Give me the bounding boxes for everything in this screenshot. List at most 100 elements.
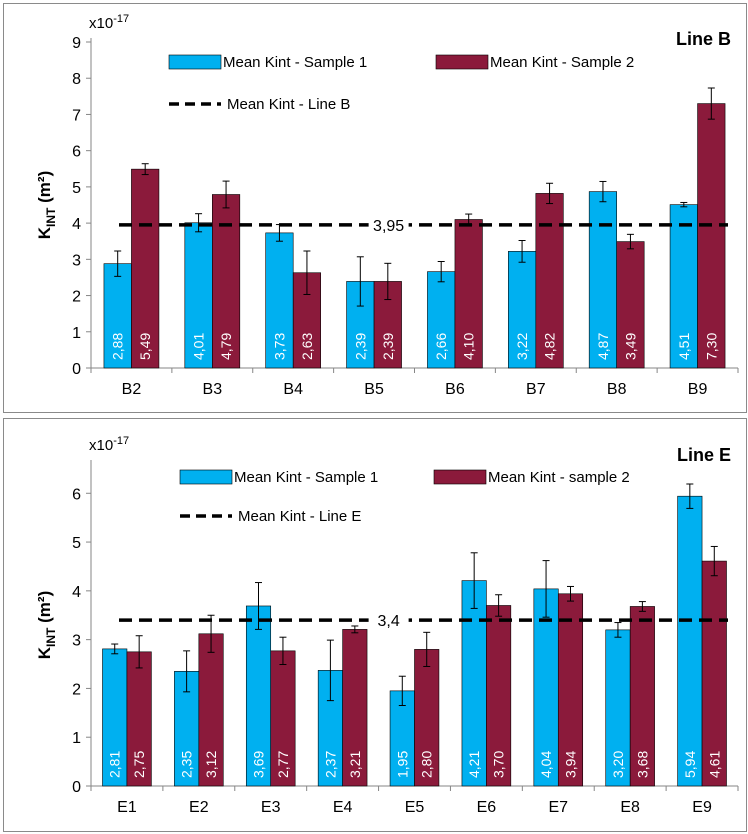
bar-sample-1 [184, 222, 213, 369]
bar-sample-2 [697, 103, 726, 369]
x-tick-label: E2 [189, 799, 209, 816]
data-label: 3,49 [622, 333, 638, 360]
chart-title: Line E [677, 445, 731, 465]
y-axis-label: KINT (m²) [35, 591, 58, 659]
data-label: 4,82 [542, 333, 558, 360]
bar-sample-2 [557, 593, 584, 787]
x-tick-label: B4 [283, 381, 303, 398]
bar-sample-1 [461, 580, 487, 787]
data-label: 2,39 [352, 333, 368, 360]
data-label: 3,68 [634, 751, 650, 778]
bar-sample-1 [588, 191, 617, 369]
data-label: 2,77 [275, 751, 291, 778]
chart-line-b: 0 1 2 3 4 5 6 7 8 9 x10-17 KINT (m²) B2 2,88 5,49 B3 4,0… [35, 13, 739, 398]
y-tick-label: 5 [72, 180, 81, 197]
y-tick-label: 4 [72, 584, 81, 601]
data-label: 7,30 [703, 333, 719, 360]
legend-swatch-sample-2 [433, 469, 487, 485]
data-label: 1,95 [394, 751, 410, 778]
data-label: 3,20 [610, 751, 626, 778]
bar-sample-2 [486, 605, 512, 787]
data-label: 2,39 [380, 333, 396, 360]
mean-line-label: 3,95 [373, 218, 404, 235]
data-label: 4,10 [461, 333, 477, 360]
x-tick-label: B7 [526, 381, 546, 398]
bar-sample-2 [414, 649, 440, 787]
bar-sample-1 [265, 232, 294, 369]
bar-sample-1 [677, 495, 703, 787]
y-tick-label: 5 [72, 535, 81, 552]
data-label: 2,88 [110, 333, 126, 360]
x-tick-label: E8 [620, 799, 640, 816]
axis-multiplier: x10-17 [89, 13, 129, 32]
data-label: 3,12 [203, 751, 219, 778]
y-tick-label: 0 [72, 361, 81, 378]
y-tick-label: 8 [72, 71, 81, 88]
x-tick-label: B5 [364, 381, 384, 398]
y-tick-label: 1 [72, 325, 81, 342]
y-tick-label: 6 [72, 144, 81, 161]
bar-sample-2 [454, 219, 483, 369]
y-tick-label: 6 [72, 486, 81, 503]
data-label: 4,04 [538, 751, 554, 778]
y-tick-label: 9 [72, 35, 81, 52]
data-label: 5,49 [137, 333, 153, 360]
axis-multiplier: x10-17 [89, 435, 129, 454]
data-label: 2,75 [131, 751, 147, 778]
y-tick-label: 4 [72, 216, 81, 233]
y-tick-label: 0 [72, 779, 81, 796]
x-tick-label: E4 [333, 799, 353, 816]
legend-label-mean: Mean Kint - Line B [227, 96, 350, 113]
data-label: 4,01 [191, 333, 207, 360]
bar-sample-2 [131, 168, 160, 369]
data-label: 4,79 [218, 333, 234, 360]
chart-line-e: 0 1 2 3 4 5 6 x10-17 KINT (m²) E1 2,81 2,75 E2 2,35 3,… [35, 435, 739, 816]
bar-sample-1 [427, 271, 456, 369]
bar-sample-2 [629, 606, 655, 787]
data-label: 2,81 [107, 751, 123, 778]
y-tick-label: 2 [72, 681, 81, 698]
data-label: 4,61 [706, 751, 722, 778]
x-tick-label: E1 [117, 799, 137, 816]
data-label: 2,80 [419, 751, 435, 778]
y-axis-label: KINT (m²) [35, 171, 58, 239]
data-label: 2,63 [299, 333, 315, 360]
bar-sample-2 [535, 193, 564, 369]
chart-title: Line B [676, 29, 731, 49]
x-tick-label: E5 [405, 799, 425, 816]
legend-label-sample-2: Mean Kint - Sample 2 [490, 54, 634, 71]
y-tick-label: 7 [72, 107, 81, 124]
data-label: 2,66 [433, 333, 449, 360]
data-label: 3,73 [271, 333, 287, 360]
x-tick-label: B3 [203, 381, 223, 398]
x-tick-label: B8 [607, 381, 627, 398]
x-tick-label: B9 [688, 381, 708, 398]
x-tick-label: E7 [548, 799, 568, 816]
chart-panel-line-b: 0 1 2 3 4 5 6 7 8 9 x10-17 KINT (m²) B2 2,88 5,49 B3 4,0… [3, 3, 747, 413]
legend-swatch-sample-1 [168, 54, 222, 70]
y-tick-label: 1 [72, 730, 81, 747]
legend-swatch-sample-2 [435, 54, 489, 70]
mean-line-label: 3,4 [377, 613, 399, 630]
mean-label-bg [368, 608, 409, 629]
legend-swatch-sample-1 [179, 469, 233, 485]
bar-sample-1 [669, 204, 698, 369]
data-label: 3,70 [491, 751, 507, 778]
data-label: 3,94 [562, 751, 578, 778]
x-tick-label: E9 [692, 799, 712, 816]
x-tick-label: E6 [477, 799, 497, 816]
data-label: 3,22 [514, 333, 530, 360]
data-label: 2,35 [179, 751, 195, 778]
legend-label-mean: Mean Kint - Line E [238, 508, 361, 525]
bar-sample-1 [103, 263, 132, 369]
chart-panel-line-e: 0 1 2 3 4 5 6 x10-17 KINT (m²) E1 2,81 2,75 E2 2,35 3,… [3, 418, 747, 832]
data-label: 4,51 [676, 333, 692, 360]
x-tick-label: B2 [122, 381, 142, 398]
y-tick-label: 3 [72, 252, 81, 269]
data-label: 3,69 [251, 751, 267, 778]
data-label: 3,21 [347, 751, 363, 778]
legend-label-sample-1: Mean Kint - Sample 1 [234, 469, 378, 486]
bar-sample-2 [342, 629, 368, 787]
legend-label-sample-1: Mean Kint - Sample 1 [223, 54, 367, 71]
y-tick-label: 2 [72, 289, 81, 306]
